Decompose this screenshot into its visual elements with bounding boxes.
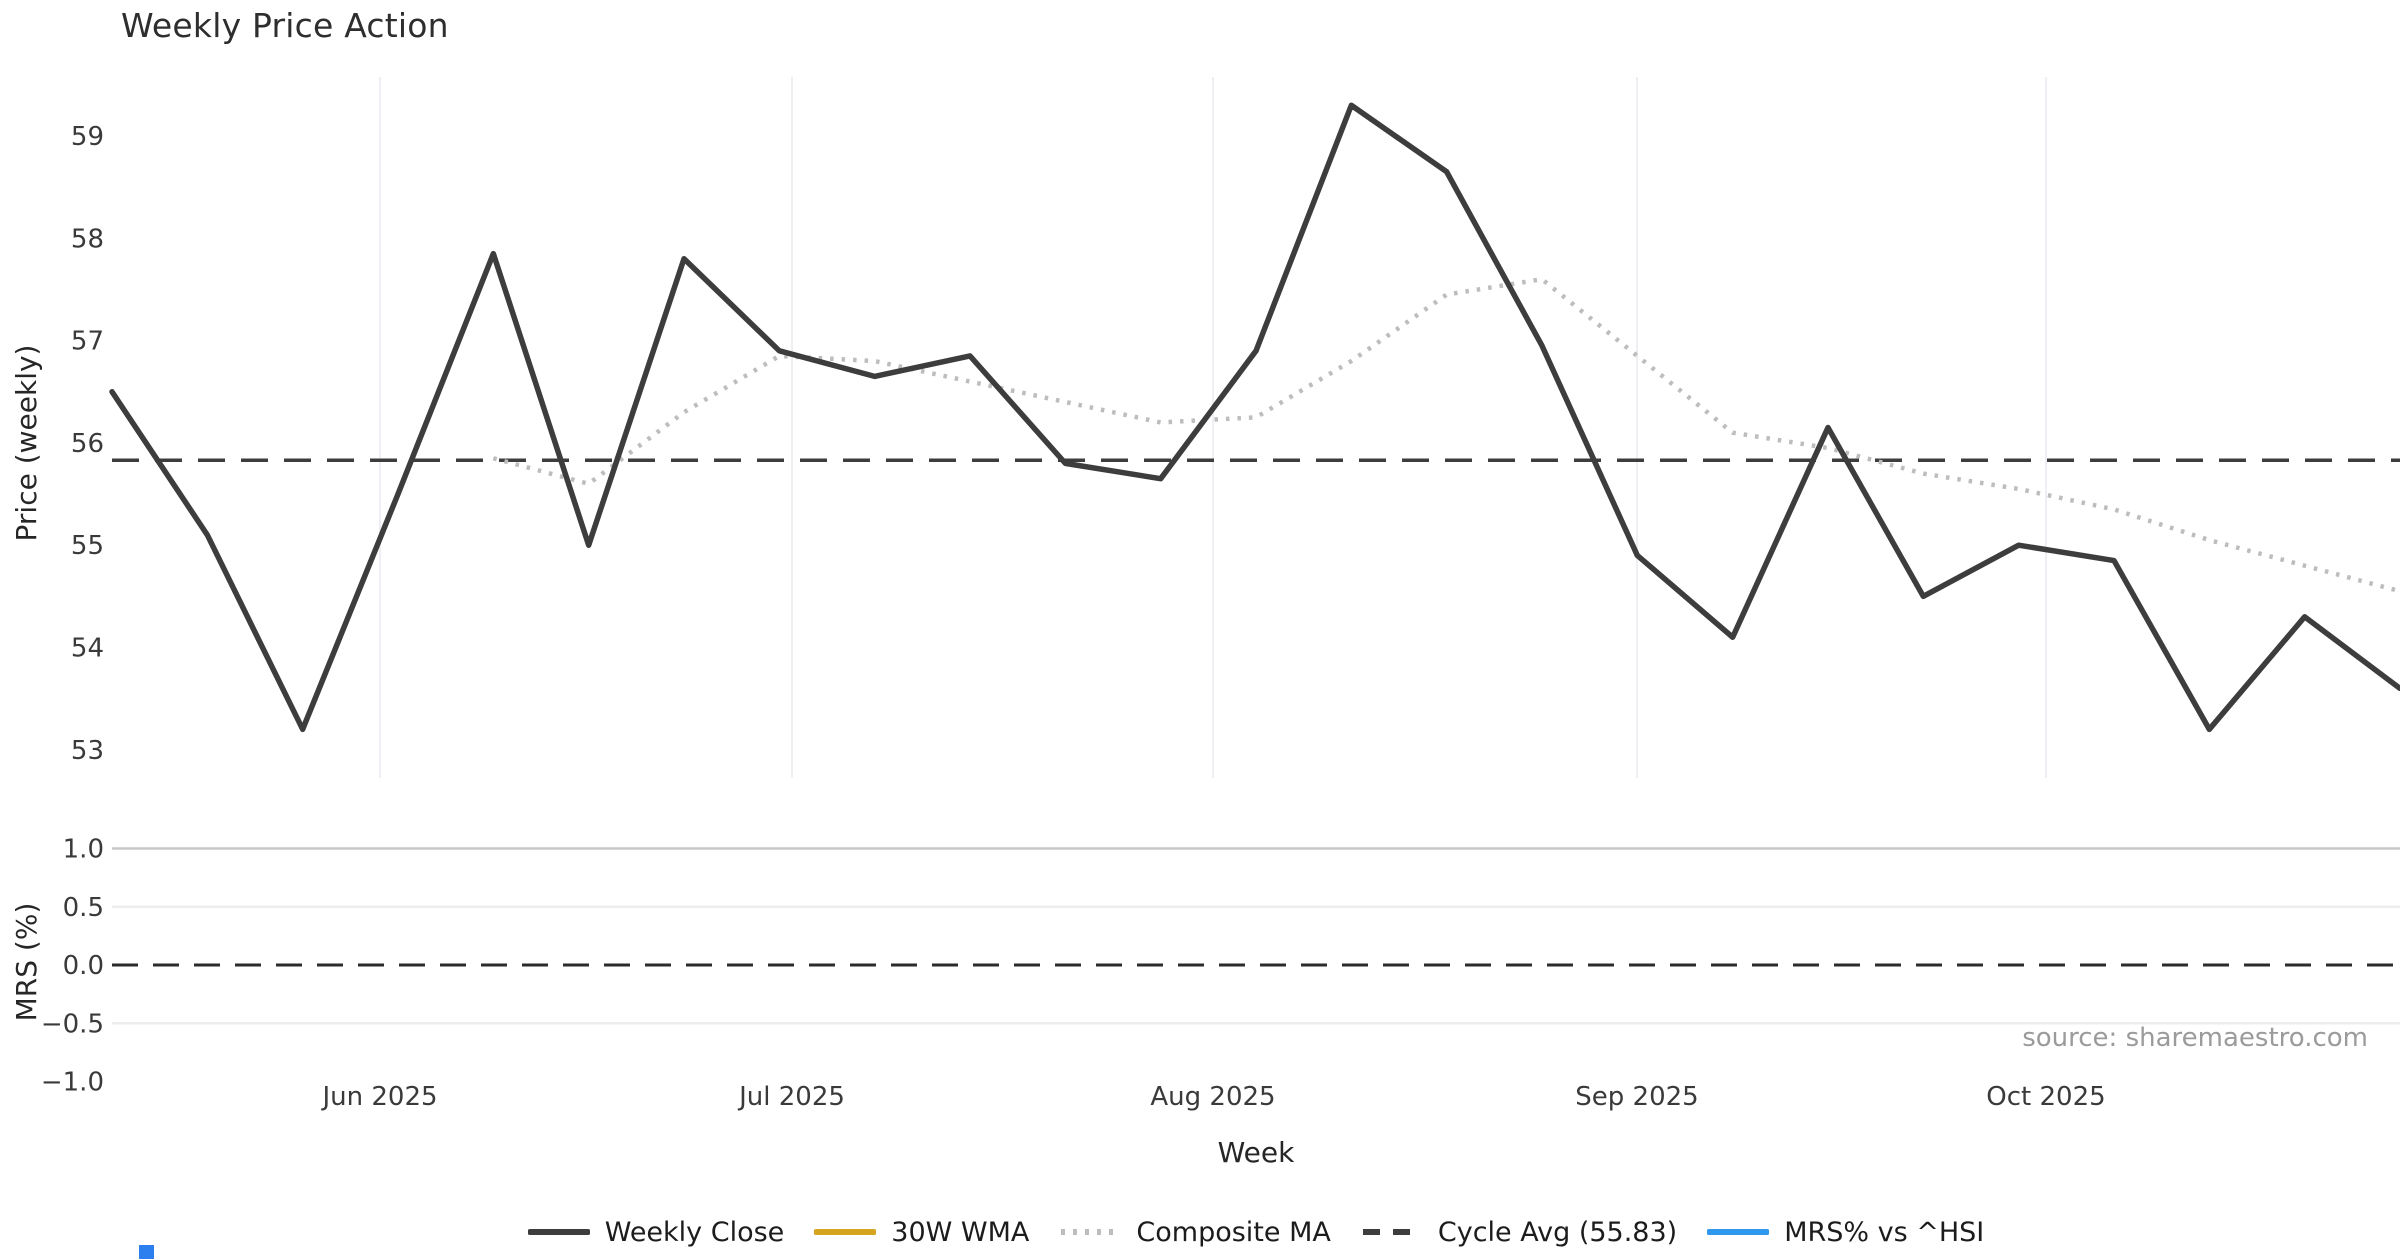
price-ytick-label: 53: [71, 736, 104, 766]
dashed-line-swatch-icon: [1361, 1226, 1423, 1238]
legend-item-mrs-vs-hsi: MRS% vs ^HSI: [1706, 1216, 1985, 1248]
price-ytick-label: 55: [71, 531, 104, 561]
legend-item-cycle-avg-55-83: Cycle Avg (55.83): [1361, 1217, 1677, 1248]
mrs-ytick-label: −0.5: [41, 1009, 104, 1039]
x-tick-label: Jun 2025: [320, 1082, 437, 1112]
mrs-ytick-label: 1.0: [63, 835, 104, 865]
chart-legend: Weekly Close 30W WMA Composite MA Cycle …: [112, 1212, 2400, 1252]
mrs-ytick-label: 0.5: [63, 893, 104, 923]
price-ytick-label: 58: [71, 224, 104, 254]
mrs-ytick-label: 0.0: [63, 951, 104, 981]
legend-label: Weekly Close: [604, 1216, 785, 1248]
chart-title: Weekly Price Action: [121, 6, 449, 45]
source-note: source: sharemaestro.com: [2022, 1023, 2368, 1053]
legend-item-weekly-close: Weekly Close: [526, 1216, 785, 1248]
price-ytick-label: 56: [71, 429, 104, 459]
weekly-close-line: [109, 102, 2400, 733]
x-tick-label: Jul 2025: [737, 1082, 845, 1112]
x-tick-label: Sep 2025: [1575, 1082, 1698, 1112]
x-tick-label: Oct 2025: [1986, 1082, 2105, 1112]
dotted-line-swatch-icon: [1059, 1226, 1121, 1238]
price-axis-label: Price (weekly): [10, 345, 43, 542]
legend-label: Composite MA: [1136, 1216, 1331, 1248]
solid-line-swatch-icon: [1706, 1226, 1771, 1238]
mrs-axis-label: MRS (%): [10, 903, 43, 1022]
solid-line-swatch-icon: [526, 1226, 591, 1238]
legend-item-30w-wma: 30W WMA: [813, 1216, 1030, 1248]
x-axis-label: Week: [1218, 1136, 1295, 1169]
x-tick-label: Aug 2025: [1150, 1082, 1275, 1112]
price-ytick-label: 59: [71, 122, 104, 152]
mrs-ytick-label: −1.0: [41, 1068, 104, 1098]
legend-label: 30W WMA: [891, 1216, 1030, 1248]
blue-corner-fragment: [139, 1245, 154, 1259]
solid-line-swatch-icon: [813, 1226, 878, 1238]
price-ytick-label: 57: [71, 327, 104, 357]
composite-ma-line: [492, 276, 2400, 594]
legend-label: Cycle Avg (55.83): [1437, 1216, 1678, 1248]
legend-label: MRS% vs ^HSI: [1784, 1216, 1985, 1248]
price-ytick-label: 54: [71, 634, 104, 664]
legend-item-composite-ma: Composite MA: [1059, 1216, 1331, 1248]
